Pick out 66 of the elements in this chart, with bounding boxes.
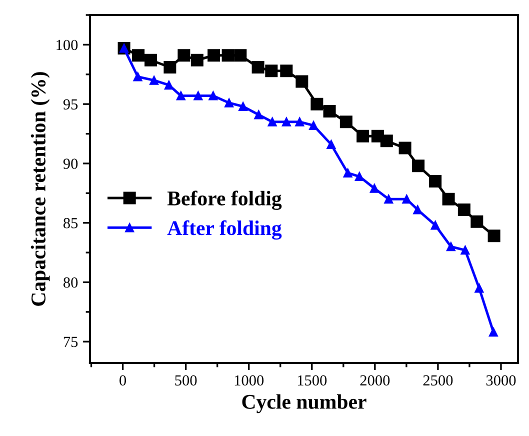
y-axis-title: Capacitance retention (%) <box>30 72 50 306</box>
point <box>194 91 203 100</box>
point <box>356 130 370 142</box>
x-tick-label: 2500 <box>423 375 453 386</box>
point <box>296 75 308 88</box>
point <box>224 98 234 108</box>
point <box>384 194 394 204</box>
x-tick-label: 3000 <box>486 375 516 386</box>
x-tick-label: 2000 <box>360 375 390 386</box>
point <box>458 204 470 216</box>
x-axis-title: Cycle number <box>242 394 366 414</box>
point <box>398 142 412 154</box>
point <box>354 172 364 182</box>
point <box>164 61 176 74</box>
point <box>309 120 318 130</box>
y-tick-label: 75 <box>64 336 78 348</box>
point <box>254 110 264 120</box>
point <box>238 102 248 111</box>
y-tick-label: 100 <box>56 40 78 50</box>
point <box>488 230 500 242</box>
x-tick-label: 1000 <box>234 375 264 386</box>
point <box>222 49 234 62</box>
point <box>429 175 442 188</box>
legend-label: Before foldig <box>167 190 282 210</box>
x-tick-label: 500 <box>175 375 197 386</box>
point <box>133 72 142 82</box>
point <box>144 54 158 66</box>
point <box>265 64 278 78</box>
point <box>412 160 425 172</box>
point <box>234 49 247 62</box>
point <box>470 215 484 228</box>
point <box>343 168 352 178</box>
point <box>208 91 218 100</box>
point <box>442 192 455 206</box>
legend-label: After folding <box>167 220 282 240</box>
point <box>474 284 484 293</box>
point <box>488 328 498 337</box>
point <box>190 54 204 66</box>
point <box>430 220 440 230</box>
point <box>178 49 190 62</box>
point <box>460 246 470 255</box>
point <box>370 184 379 193</box>
point <box>252 61 264 74</box>
point <box>176 91 186 100</box>
y-tick-label: 95 <box>63 99 78 110</box>
point <box>280 64 293 78</box>
point <box>164 80 174 90</box>
point <box>268 117 277 126</box>
point <box>380 134 393 148</box>
point <box>150 76 159 85</box>
point <box>310 98 324 110</box>
point <box>208 49 220 62</box>
x-tick-label: 0 <box>120 375 126 386</box>
point <box>402 194 412 204</box>
point <box>446 242 456 252</box>
y-tick-label: 85 <box>64 218 78 228</box>
point <box>323 104 336 118</box>
point <box>132 49 145 62</box>
point <box>295 117 304 126</box>
point <box>340 116 352 128</box>
point <box>282 117 291 126</box>
x-tick-label: 1500 <box>298 375 327 386</box>
point <box>413 205 422 214</box>
y-tick-label: 80 <box>64 277 78 288</box>
y-tick-label: 90 <box>63 158 78 169</box>
point <box>326 140 336 149</box>
